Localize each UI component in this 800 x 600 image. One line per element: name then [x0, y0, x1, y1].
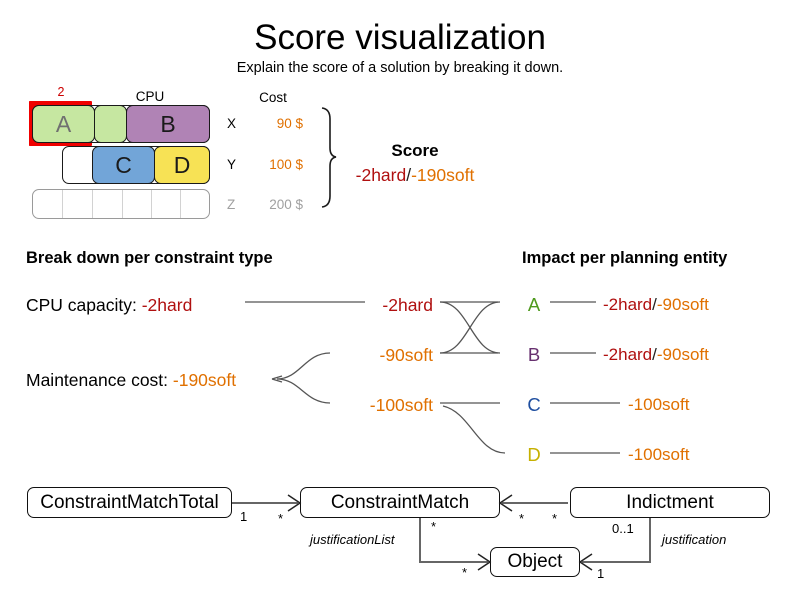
uml-role-justificationlist: justificationList: [310, 532, 395, 547]
entity-impact-c: -100soft: [628, 395, 689, 415]
link-maint-stub-bottom: [271, 378, 283, 383]
track-divider: [180, 190, 181, 218]
uml-mult-indictment-object: 0..1: [612, 521, 634, 536]
uml-mult-object-from-indictment-1: 1: [597, 566, 605, 581]
machine-cost-y: 100 $: [269, 157, 303, 172]
machine-cost-x: 90 $: [276, 116, 303, 131]
entity-letter-a: A: [527, 294, 541, 315]
uml-arrow-indictment-object: [578, 553, 593, 571]
track-divider: [62, 190, 63, 218]
entity-letter-b: B: [527, 344, 541, 365]
entity-impact-b-separator: /: [652, 345, 657, 364]
overflow-bar-top: [29, 101, 92, 108]
entity-impact-b-soft: -90soft: [656, 345, 709, 364]
uml-mult-object-from-match-star: *: [462, 565, 468, 580]
page-subtitle: Explain the score of a solution by break…: [236, 60, 564, 76]
machine-row-z: [32, 189, 210, 219]
entity-impact-a-soft: -90soft: [656, 295, 709, 314]
machine-name-y: Y: [227, 157, 237, 172]
uml-box-constraintmatch[interactable]: ConstraintMatch: [300, 487, 500, 518]
entity-letter-c: C: [527, 394, 541, 415]
link-match2-to-d: [442, 405, 506, 454]
uml-role-justification: justification: [662, 532, 727, 547]
process-box-b[interactable]: B: [126, 105, 210, 143]
entity-impact-a-hard: -2hard: [603, 295, 653, 314]
constraint-cpu-score: -2hard: [141, 295, 193, 315]
heading-breakdown: Break down per constraint type: [26, 249, 273, 267]
machine-name-z: Z: [227, 197, 236, 212]
link-match0-to-b: [439, 301, 501, 354]
heading-impact: Impact per planning entity: [522, 249, 728, 267]
entity-letter-d: D: [527, 444, 541, 465]
cpu-column-label: CPU: [135, 89, 165, 104]
cost-column-header: Cost: [259, 90, 287, 105]
track-divider: [151, 190, 152, 218]
uml-box-indictment[interactable]: Indictment: [570, 487, 770, 518]
uml-mult-match-indictment-star: *: [519, 511, 525, 526]
machine-row-y: C D: [62, 146, 210, 184]
constraint-maint-score: -190soft: [172, 370, 237, 390]
constraint-maint-name: Maintenance cost:: [26, 370, 173, 390]
machine-row-x: A B: [32, 105, 210, 143]
process-box-d[interactable]: D: [154, 146, 210, 184]
score-separator: /: [406, 165, 412, 185]
score-hard: -2hard: [355, 165, 407, 185]
uml-arrow-match-object: [477, 553, 492, 571]
machine-name-x: X: [227, 116, 237, 131]
score-soft: -190soft: [411, 165, 475, 185]
uml-mult-total-1: 1: [240, 509, 248, 524]
entity-impact-a: -2hard/-90soft: [603, 295, 709, 315]
track-divider: [92, 190, 93, 218]
entity-impact-a-separator: /: [652, 295, 657, 314]
track-divider: [122, 190, 123, 218]
page-title: Score visualization: [254, 18, 546, 57]
machine-track-z: [32, 189, 210, 219]
process-box-a[interactable]: A: [32, 105, 95, 143]
overflow-badge: 2: [57, 85, 65, 99]
constraint-match-0: -2hard: [382, 295, 433, 315]
process-box-c[interactable]: C: [92, 146, 155, 184]
entity-impact-b: -2hard/-90soft: [603, 345, 709, 365]
link-maint-stub-top: [271, 375, 283, 380]
constraint-cpu-capacity: CPU capacity: -2hard: [26, 295, 192, 316]
constraint-match-1: -90soft: [379, 345, 434, 365]
uml-arrow-total-match: [287, 494, 302, 512]
uml-box-object[interactable]: Object: [490, 547, 580, 577]
uml-mult-indictment-match-star: *: [552, 511, 558, 526]
constraint-cpu-name: CPU capacity:: [26, 295, 142, 315]
entity-impact-b-hard: -2hard: [603, 345, 653, 364]
uml-mult-total-star: *: [278, 511, 284, 526]
constraint-maintenance-cost: Maintenance cost: -190soft: [26, 370, 236, 391]
entity-impact-c-soft: -100soft: [628, 395, 690, 414]
entity-impact-d: -100soft: [628, 445, 689, 465]
uml-box-constraintmatchtotal[interactable]: ConstraintMatchTotal: [27, 487, 232, 518]
link-match1-to-a: [439, 301, 501, 354]
uml-arrow-indictment-match: [498, 494, 513, 512]
entity-impact-d-soft: -100soft: [628, 445, 690, 464]
uml-mult-match-object-star: *: [431, 519, 437, 534]
process-box-a-spill: [94, 105, 127, 143]
score-value: -2hard/-190soft: [300, 165, 530, 186]
constraint-match-2: -100soft: [369, 395, 433, 415]
machine-cost-z: 200 $: [269, 197, 303, 212]
score-label: Score: [391, 141, 439, 160]
